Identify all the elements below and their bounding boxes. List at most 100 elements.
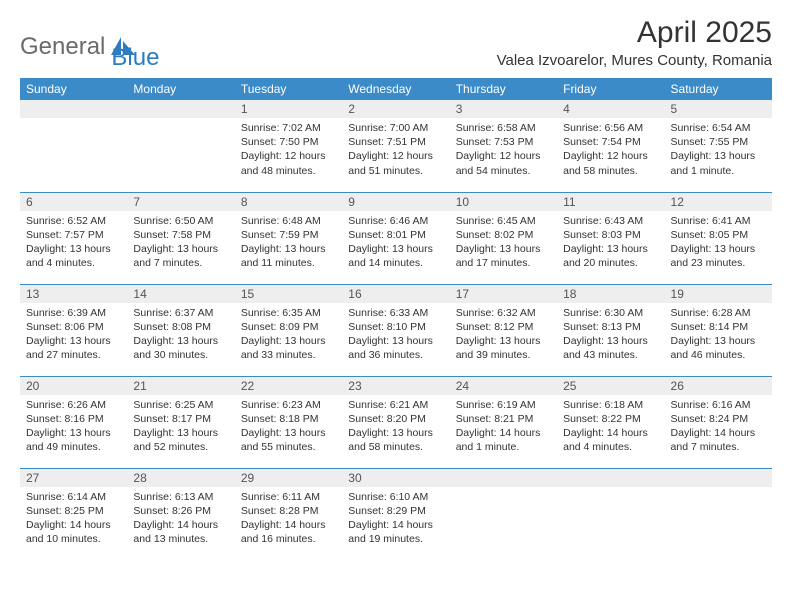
sunset-line: Sunset: 8:16 PM — [26, 412, 121, 426]
day-number: 11 — [557, 193, 664, 211]
calendar-day-cell — [450, 468, 557, 560]
day-body: Sunrise: 6:11 AMSunset: 8:28 PMDaylight:… — [235, 487, 342, 551]
calendar-day-cell: 3Sunrise: 6:58 AMSunset: 7:53 PMDaylight… — [450, 100, 557, 192]
calendar-week-row: 27Sunrise: 6:14 AMSunset: 8:25 PMDayligh… — [20, 468, 772, 560]
sunrise-line: Sunrise: 6:21 AM — [348, 398, 443, 412]
calendar-day-cell: 26Sunrise: 6:16 AMSunset: 8:24 PMDayligh… — [665, 376, 772, 468]
daylight-line: Daylight: 14 hours and 16 minutes. — [241, 518, 336, 546]
calendar-day-cell: 28Sunrise: 6:13 AMSunset: 8:26 PMDayligh… — [127, 468, 234, 560]
day-body: Sunrise: 6:41 AMSunset: 8:05 PMDaylight:… — [665, 211, 772, 275]
sunrise-line: Sunrise: 6:56 AM — [563, 121, 658, 135]
day-body: Sunrise: 6:37 AMSunset: 8:08 PMDaylight:… — [127, 303, 234, 367]
day-header: Tuesday — [235, 78, 342, 100]
sunrise-line: Sunrise: 6:14 AM — [26, 490, 121, 504]
day-number: 4 — [557, 100, 664, 118]
sunset-line: Sunset: 7:51 PM — [348, 135, 443, 149]
day-number: 21 — [127, 377, 234, 395]
sunset-line: Sunset: 7:54 PM — [563, 135, 658, 149]
day-number: 23 — [342, 377, 449, 395]
daylight-line: Daylight: 13 hours and 43 minutes. — [563, 334, 658, 362]
day-number: 18 — [557, 285, 664, 303]
daylight-line: Daylight: 12 hours and 58 minutes. — [563, 149, 658, 177]
logo-text-blue: Blue — [111, 44, 159, 71]
day-body: Sunrise: 6:32 AMSunset: 8:12 PMDaylight:… — [450, 303, 557, 367]
sunset-line: Sunset: 8:24 PM — [671, 412, 766, 426]
day-number: 8 — [235, 193, 342, 211]
day-number: 5 — [665, 100, 772, 118]
day-number: 3 — [450, 100, 557, 118]
daylight-line: Daylight: 13 hours and 20 minutes. — [563, 242, 658, 270]
calendar-day-cell — [20, 100, 127, 192]
sunset-line: Sunset: 8:29 PM — [348, 504, 443, 518]
daylight-line: Daylight: 13 hours and 33 minutes. — [241, 334, 336, 362]
daylight-line: Daylight: 13 hours and 58 minutes. — [348, 426, 443, 454]
sunset-line: Sunset: 8:05 PM — [671, 228, 766, 242]
sunset-line: Sunset: 8:21 PM — [456, 412, 551, 426]
daylight-line: Daylight: 13 hours and 23 minutes. — [671, 242, 766, 270]
daylight-line: Daylight: 14 hours and 1 minute. — [456, 426, 551, 454]
day-body: Sunrise: 6:54 AMSunset: 7:55 PMDaylight:… — [665, 118, 772, 182]
calendar-day-cell: 4 Sunrise: 6:56 AMSunset: 7:54 PMDaylight… — [557, 100, 664, 192]
daylight-line: Daylight: 13 hours and 7 minutes. — [133, 242, 228, 270]
header: General Blue April 2025 Valea Izvoarelor… — [20, 16, 772, 72]
daylight-line: Daylight: 12 hours and 48 minutes. — [241, 149, 336, 177]
sunset-line: Sunset: 8:14 PM — [671, 320, 766, 334]
daylight-line: Daylight: 13 hours and 17 minutes. — [456, 242, 551, 270]
daylight-line: Daylight: 14 hours and 19 minutes. — [348, 518, 443, 546]
day-body: Sunrise: 6:28 AMSunset: 8:14 PMDaylight:… — [665, 303, 772, 367]
sunset-line: Sunset: 8:18 PM — [241, 412, 336, 426]
calendar-day-cell: 16Sunrise: 6:33 AMSunset: 8:10 PMDayligh… — [342, 284, 449, 376]
daylight-line: Daylight: 13 hours and 55 minutes. — [241, 426, 336, 454]
day-body: Sunrise: 6:18 AMSunset: 8:22 PMDaylight:… — [557, 395, 664, 459]
calendar-week-row: 20Sunrise: 6:26 AMSunset: 8:16 PMDayligh… — [20, 376, 772, 468]
sunset-line: Sunset: 8:22 PM — [563, 412, 658, 426]
sunrise-line: Sunrise: 6:35 AM — [241, 306, 336, 320]
daylight-line: Daylight: 13 hours and 27 minutes. — [26, 334, 121, 362]
calendar-day-cell: 24Sunrise: 6:19 AMSunset: 8:21 PMDayligh… — [450, 376, 557, 468]
sunset-line: Sunset: 7:50 PM — [241, 135, 336, 149]
daylight-line: Daylight: 14 hours and 7 minutes. — [671, 426, 766, 454]
sunset-line: Sunset: 8:10 PM — [348, 320, 443, 334]
day-body: Sunrise: 6:46 AMSunset: 8:01 PMDaylight:… — [342, 211, 449, 275]
daylight-line: Daylight: 13 hours and 46 minutes. — [671, 334, 766, 362]
calendar-day-cell: 25Sunrise: 6:18 AMSunset: 8:22 PMDayligh… — [557, 376, 664, 468]
day-body: Sunrise: 6:25 AMSunset: 8:17 PMDaylight:… — [127, 395, 234, 459]
daylight-line: Daylight: 13 hours and 11 minutes. — [241, 242, 336, 270]
sunrise-line: Sunrise: 6:16 AM — [671, 398, 766, 412]
day-header: Thursday — [450, 78, 557, 100]
day-body: Sunrise: 7:00 AMSunset: 7:51 PMDaylight:… — [342, 118, 449, 182]
day-number — [665, 469, 772, 487]
calendar-day-cell: 13Sunrise: 6:39 AMSunset: 8:06 PMDayligh… — [20, 284, 127, 376]
daylight-line: Daylight: 13 hours and 14 minutes. — [348, 242, 443, 270]
day-header: Friday — [557, 78, 664, 100]
day-body: Sunrise: 6:19 AMSunset: 8:21 PMDaylight:… — [450, 395, 557, 459]
calendar-day-cell: 19Sunrise: 6:28 AMSunset: 8:14 PMDayligh… — [665, 284, 772, 376]
sunrise-line: Sunrise: 6:11 AM — [241, 490, 336, 504]
day-header: Wednesday — [342, 78, 449, 100]
sunrise-line: Sunrise: 6:23 AM — [241, 398, 336, 412]
sunrise-line: Sunrise: 6:25 AM — [133, 398, 228, 412]
calendar-day-cell — [127, 100, 234, 192]
day-number: 12 — [665, 193, 772, 211]
sunset-line: Sunset: 8:13 PM — [563, 320, 658, 334]
day-header: Sunday — [20, 78, 127, 100]
day-number: 16 — [342, 285, 449, 303]
calendar-day-cell — [665, 468, 772, 560]
day-body: Sunrise: 6:35 AMSunset: 8:09 PMDaylight:… — [235, 303, 342, 367]
day-body: Sunrise: 6:10 AMSunset: 8:29 PMDaylight:… — [342, 487, 449, 551]
calendar-day-cell: 27Sunrise: 6:14 AMSunset: 8:25 PMDayligh… — [20, 468, 127, 560]
daylight-line: Daylight: 14 hours and 13 minutes. — [133, 518, 228, 546]
day-body: Sunrise: 6:14 AMSunset: 8:25 PMDaylight:… — [20, 487, 127, 551]
daylight-line: Daylight: 12 hours and 54 minutes. — [456, 149, 551, 177]
sunset-line: Sunset: 8:09 PM — [241, 320, 336, 334]
calendar-week-row: 13Sunrise: 6:39 AMSunset: 8:06 PMDayligh… — [20, 284, 772, 376]
calendar-day-cell: 12Sunrise: 6:41 AMSunset: 8:05 PMDayligh… — [665, 192, 772, 284]
calendar-day-cell: 29Sunrise: 6:11 AMSunset: 8:28 PMDayligh… — [235, 468, 342, 560]
day-body: Sunrise: 6:21 AMSunset: 8:20 PMDaylight:… — [342, 395, 449, 459]
month-title: April 2025 — [497, 16, 772, 50]
sunset-line: Sunset: 8:12 PM — [456, 320, 551, 334]
day-body: Sunrise: 6:48 AMSunset: 7:59 PMDaylight:… — [235, 211, 342, 275]
day-number: 15 — [235, 285, 342, 303]
day-body: Sunrise: 6:58 AMSunset: 7:53 PMDaylight:… — [450, 118, 557, 182]
day-number: 6 — [20, 193, 127, 211]
